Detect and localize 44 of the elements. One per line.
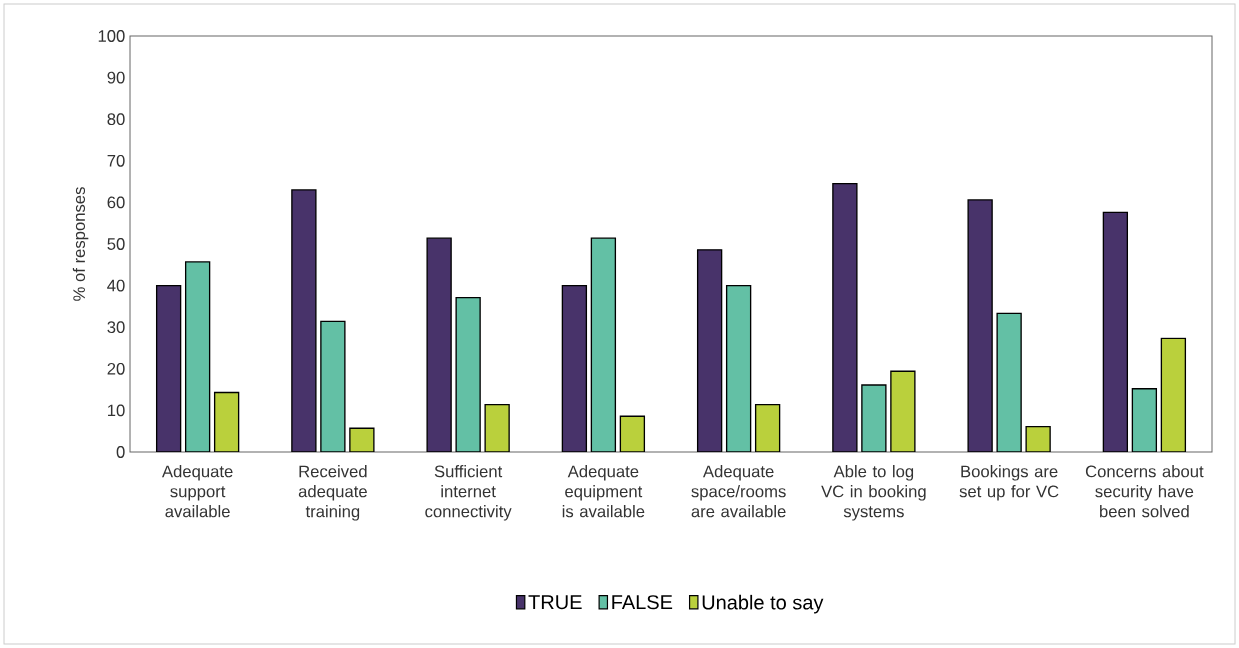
bar — [184, 261, 211, 452]
bar — [291, 189, 317, 452]
bar — [890, 370, 916, 452]
y-tick-label: 60 — [107, 196, 125, 209]
x-tick-label: Able to log VC in booking systems — [821, 465, 926, 521]
y-tick-label: 100 — [98, 30, 125, 42]
bar — [320, 320, 346, 452]
x-tick-label: Sufficient internet connectivity — [425, 465, 512, 521]
bar — [619, 415, 646, 452]
legend-label: FALSE — [612, 595, 673, 610]
y-tick-label: 0 — [116, 446, 125, 458]
y-axis-title: % of responses — [72, 187, 89, 301]
bar — [590, 237, 617, 452]
y-tick-label: 70 — [107, 154, 125, 167]
bar — [155, 284, 182, 452]
bar — [967, 199, 993, 452]
x-tick-label: Adequate equipment is available — [562, 465, 645, 518]
bar — [832, 183, 858, 452]
bar — [1131, 388, 1158, 452]
bar — [725, 284, 752, 452]
y-tick-label: 10 — [108, 404, 125, 417]
bar — [1102, 211, 1129, 452]
x-tick-label: Bookings are set up for VC — [959, 465, 1059, 501]
y-tick-label: 90 — [107, 71, 125, 84]
bar — [561, 284, 588, 452]
x-tick-label: Concerns about security have been solved — [1085, 465, 1204, 518]
bar — [861, 384, 887, 452]
legend-label: Unable to say — [702, 594, 824, 614]
bar — [754, 403, 781, 452]
y-tick-label: 40 — [107, 279, 125, 292]
bar — [696, 249, 723, 452]
x-tick-label: Received adequate training — [298, 465, 367, 521]
y-tick-label: 30 — [107, 321, 125, 334]
bar — [1160, 337, 1187, 452]
bar — [213, 391, 240, 452]
bar — [996, 312, 1022, 452]
x-tick-label: Adequate support available — [161, 465, 233, 518]
x-tick-label: Adequate space/rooms are available — [691, 465, 786, 518]
legend-label: TRUE — [528, 595, 582, 610]
bar — [455, 296, 481, 452]
y-tick-label: 20 — [107, 362, 125, 375]
y-tick-label: 50 — [107, 238, 125, 250]
y-tick-label: 80 — [107, 113, 125, 126]
bar — [426, 237, 452, 452]
